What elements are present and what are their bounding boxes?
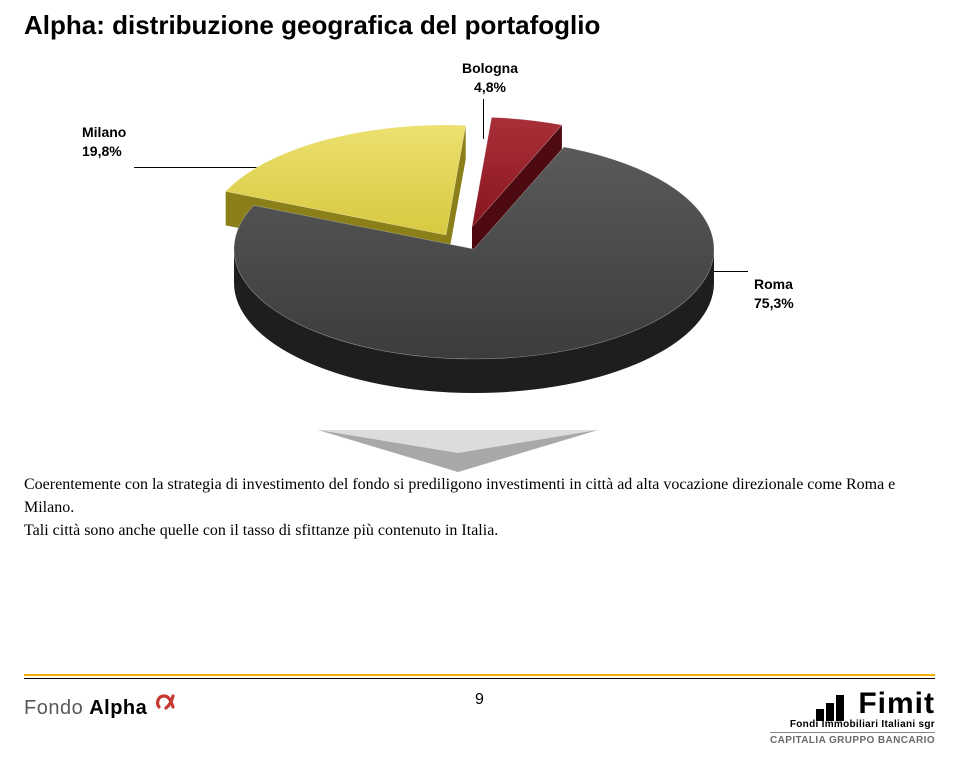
footer-rule-thin xyxy=(24,678,935,679)
fimit-subline: Fondi Immobiliari Italiani sgr xyxy=(770,719,935,730)
slide-page: Alpha: distribuzione geografica del port… xyxy=(0,0,959,761)
page-number: 9 xyxy=(475,691,484,709)
arrow-down-icon xyxy=(318,430,598,472)
callout-milano-value: 19,8% xyxy=(82,142,126,161)
bars-icon xyxy=(816,695,850,721)
page-title: Alpha: distribuzione geografica del port… xyxy=(24,10,935,41)
fimit-capline: CAPITALIA GRUPPO BANCARIO xyxy=(770,732,935,746)
body-paragraph: Coerentemente con la strategia di invest… xyxy=(24,473,935,543)
callout-milano-label: Milano xyxy=(82,124,126,140)
callout-milano: Milano 19,8% xyxy=(82,123,126,161)
callout-roma: Roma 75,3% xyxy=(754,275,794,313)
footer: Fondo Alpha 9 Fimit Fondi Immobiliari Ita… xyxy=(24,674,935,747)
callout-roma-value: 75,3% xyxy=(754,294,794,313)
pie-chart xyxy=(194,109,754,414)
logo-word-alpha: Alpha xyxy=(89,697,147,720)
pie-chart-area: Bologna 4,8% Milano 19,8% Roma 75,3% xyxy=(24,59,935,419)
logo-fondoalpha: Fondo Alpha xyxy=(24,695,179,721)
logo-word-fondo: Fondo xyxy=(24,697,83,720)
callout-bologna: Bologna 4,8% xyxy=(462,59,518,97)
callout-bologna-value: 4,8% xyxy=(462,78,518,97)
callout-roma-label: Roma xyxy=(754,276,793,292)
logo-fimit: Fimit Fondi Immobiliari Italiani sgr CAP… xyxy=(770,687,935,746)
footer-rule xyxy=(24,674,935,676)
footer-row: Fondo Alpha 9 Fimit Fondi Immobiliari Ita… xyxy=(24,687,935,747)
callout-bologna-label: Bologna xyxy=(462,60,518,76)
alpha-mark-icon xyxy=(153,689,179,715)
fimit-brand: Fimit xyxy=(858,687,935,721)
